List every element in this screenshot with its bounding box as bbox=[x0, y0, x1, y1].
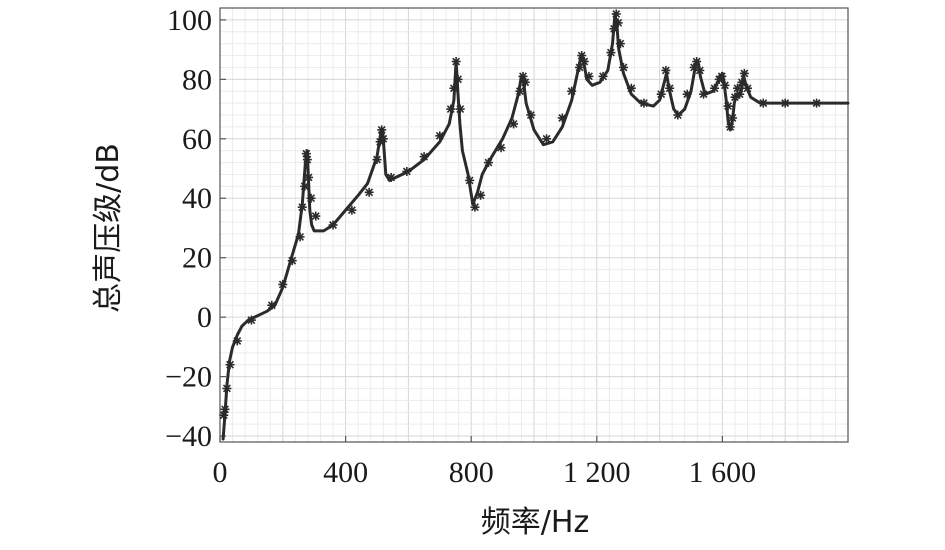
data-point-marker bbox=[699, 89, 709, 99]
data-point-marker bbox=[402, 166, 412, 176]
axis-ticks: 0 400 800 1 200 1 600 −40 −20 0 20 40 60 80 100 bbox=[165, 4, 756, 489]
data-point-marker bbox=[526, 110, 536, 120]
x-tick-label: 0 bbox=[213, 456, 228, 489]
data-point-marker bbox=[695, 65, 705, 75]
data-point-marker bbox=[232, 336, 242, 346]
data-point-marker bbox=[267, 300, 277, 310]
data-point-marker bbox=[378, 134, 388, 144]
data-point-marker bbox=[377, 125, 387, 135]
data-point-marker bbox=[579, 57, 589, 67]
data-point-marker bbox=[692, 57, 702, 67]
data-point-marker bbox=[435, 131, 445, 141]
y-tick-label: −40 bbox=[165, 420, 212, 453]
y-tick-label: 40 bbox=[182, 182, 212, 215]
data-point-marker bbox=[300, 181, 310, 191]
data-point-marker bbox=[725, 122, 735, 132]
data-point-marker bbox=[483, 158, 493, 168]
data-point-marker bbox=[287, 256, 297, 266]
data-point-marker bbox=[278, 279, 288, 289]
data-point-marker bbox=[673, 110, 683, 120]
x-tick-label: 1 600 bbox=[689, 456, 757, 489]
y-tick-label: 20 bbox=[182, 242, 212, 275]
data-point-marker bbox=[301, 149, 311, 159]
data-point-marker bbox=[656, 89, 666, 99]
data-point-marker bbox=[737, 77, 747, 87]
data-point-marker bbox=[665, 83, 675, 93]
data-point-marker bbox=[347, 205, 357, 215]
data-point-marker bbox=[575, 62, 585, 72]
data-point-marker bbox=[311, 211, 321, 221]
data-point-marker bbox=[449, 83, 459, 93]
data-point-marker bbox=[584, 71, 594, 81]
data-point-marker bbox=[720, 80, 730, 90]
y-tick-label: 80 bbox=[182, 63, 212, 96]
data-point-marker bbox=[220, 404, 230, 414]
data-point-marker bbox=[297, 202, 307, 212]
data-point-marker bbox=[246, 315, 256, 325]
data-point-marker bbox=[780, 98, 790, 108]
x-tick-label: 800 bbox=[449, 456, 494, 489]
data-point-marker bbox=[295, 232, 305, 242]
data-point-marker bbox=[710, 83, 720, 93]
data-point-marker bbox=[419, 152, 429, 162]
data-point-marker bbox=[306, 193, 316, 203]
data-point-marker bbox=[496, 143, 506, 153]
data-point-marker bbox=[557, 113, 567, 123]
data-point-marker bbox=[542, 134, 552, 144]
data-point-marker bbox=[812, 98, 822, 108]
data-point-marker bbox=[476, 190, 486, 200]
data-point-marker bbox=[455, 104, 465, 114]
data-point-marker bbox=[515, 86, 525, 96]
data-point-marker bbox=[304, 172, 314, 182]
series-markers bbox=[219, 9, 822, 420]
data-point-marker bbox=[613, 18, 623, 28]
data-point-marker bbox=[567, 86, 577, 96]
data-point-marker bbox=[470, 202, 480, 212]
y-tick-label: 100 bbox=[167, 4, 212, 37]
data-point-marker bbox=[451, 57, 461, 67]
data-point-marker bbox=[465, 175, 475, 185]
data-point-marker bbox=[758, 98, 768, 108]
data-point-marker bbox=[739, 68, 749, 78]
data-point-marker bbox=[626, 83, 636, 93]
x-tick-label: 400 bbox=[323, 456, 368, 489]
data-point-marker bbox=[743, 83, 753, 93]
data-point-marker bbox=[302, 155, 312, 165]
y-axis-label: 总声压级/dB bbox=[91, 143, 126, 313]
x-tick-label: 1 200 bbox=[563, 456, 631, 489]
y-tick-label: 60 bbox=[182, 123, 212, 156]
data-point-marker bbox=[735, 89, 745, 99]
data-point-marker bbox=[520, 77, 530, 87]
data-point-marker bbox=[222, 383, 232, 393]
data-point-marker bbox=[611, 9, 621, 19]
data-point-marker bbox=[509, 119, 519, 129]
data-point-marker bbox=[615, 39, 625, 49]
data-point-marker bbox=[328, 220, 338, 230]
data-point-marker bbox=[446, 104, 456, 114]
data-point-marker bbox=[717, 71, 727, 81]
data-point-marker bbox=[453, 74, 463, 84]
y-tick-label: 0 bbox=[197, 301, 212, 334]
data-point-marker bbox=[661, 65, 671, 75]
data-point-marker bbox=[723, 101, 733, 111]
data-point-marker bbox=[598, 71, 608, 81]
grid bbox=[219, 8, 849, 442]
data-point-marker bbox=[682, 89, 692, 99]
data-point-marker bbox=[618, 62, 628, 72]
data-point-marker bbox=[364, 187, 374, 197]
series-line bbox=[221, 12, 850, 441]
x-axis-label: 频率/Hz bbox=[481, 505, 589, 540]
y-tick-label: −20 bbox=[165, 361, 212, 394]
data-point-marker bbox=[639, 98, 649, 108]
data-point-marker bbox=[606, 48, 616, 58]
plot-frame bbox=[219, 7, 849, 443]
data-point-marker bbox=[727, 113, 737, 123]
data-point-marker bbox=[609, 24, 619, 34]
data-point-marker bbox=[219, 410, 229, 420]
data-point-marker bbox=[386, 172, 396, 182]
data-point-marker bbox=[225, 360, 235, 370]
data-point-marker bbox=[372, 155, 382, 165]
